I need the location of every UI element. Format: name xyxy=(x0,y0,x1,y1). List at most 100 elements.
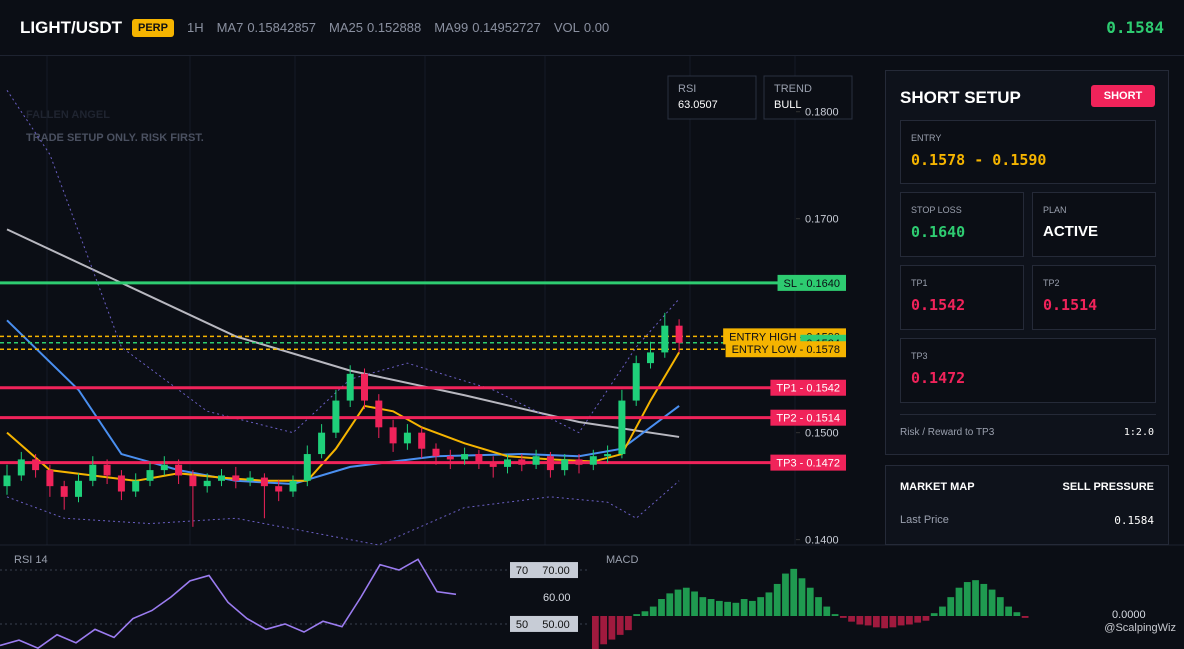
candle-body xyxy=(103,464,111,476)
top-bar: LIGHT/USDT PERP 1H MA7 0.15842857 MA25 0.15… xyxy=(0,0,1184,56)
indicator-value: 0.00 xyxy=(583,20,610,35)
indicator-label: VOL xyxy=(553,20,580,35)
candle-body xyxy=(289,480,297,492)
badge: PERP xyxy=(132,18,174,37)
indicator-value: 0.15842857 xyxy=(247,20,317,35)
macd-bar xyxy=(1013,612,1021,616)
macd-bar xyxy=(955,587,963,616)
last-price: 0.1584 xyxy=(1106,18,1164,37)
value: ACTIVE xyxy=(1043,223,1099,240)
macd-bar xyxy=(906,616,913,625)
sl-box: STOP LOSS 0.1640 xyxy=(900,192,1024,257)
macd-bar xyxy=(757,597,765,616)
macd-bar xyxy=(839,616,847,618)
macd-bar xyxy=(815,597,822,616)
tp1-box: TP1 0.1542 xyxy=(900,265,1024,330)
macd-bar xyxy=(682,587,690,616)
candle-body xyxy=(461,454,469,460)
macd-bar xyxy=(881,616,889,629)
rsi-level-label: 70 xyxy=(516,565,528,577)
candle-body xyxy=(561,459,569,471)
label: PLAN xyxy=(1043,205,1067,215)
candle-body xyxy=(303,454,311,481)
macd-bar xyxy=(889,616,897,628)
macd-bar xyxy=(963,582,971,616)
macd-bar xyxy=(724,601,731,616)
level-label: TP2 - 0.1514 xyxy=(776,413,840,425)
macd-bar xyxy=(922,616,930,621)
indicator-label: MA7 xyxy=(216,20,244,35)
rsi-axis-label: 50.00 xyxy=(542,619,570,631)
candle-body xyxy=(632,363,640,401)
macd-bar xyxy=(897,616,905,626)
indicator-line xyxy=(6,228,680,438)
stat-value: BULL xyxy=(774,99,802,111)
macd-bar xyxy=(641,611,649,616)
candle-body xyxy=(246,477,254,481)
interval[interactable]: 1H xyxy=(186,20,204,35)
candle-body xyxy=(346,373,354,401)
macd-bar xyxy=(856,616,864,625)
market-map: MARKET MAP SELL PRESSURE Last Price 0.15… xyxy=(885,465,1169,545)
candle-body xyxy=(75,480,82,497)
candle-body xyxy=(532,456,540,465)
rsi-tag xyxy=(510,562,578,579)
pair: LIGHT/USDT xyxy=(20,17,122,37)
candle-body xyxy=(475,454,483,463)
stat-box xyxy=(763,75,853,120)
candle-body xyxy=(175,464,183,476)
candle-body xyxy=(332,400,340,433)
candle-body xyxy=(432,448,440,457)
level-tag xyxy=(770,379,846,396)
level-tag xyxy=(770,409,846,426)
candle-body xyxy=(589,456,597,465)
macd-zero-label: 0.0000 xyxy=(1112,609,1146,621)
macd-bar xyxy=(773,583,781,616)
level-tag xyxy=(770,454,846,471)
macd-bar xyxy=(823,606,831,616)
macd-bar xyxy=(600,616,608,645)
value: 0.1472 xyxy=(911,369,966,387)
macd-bar xyxy=(715,600,723,616)
rr-value: 1:2.0 xyxy=(1123,427,1154,438)
label: STOP LOSS xyxy=(911,205,962,215)
macd-bar xyxy=(699,597,707,616)
watermark-subtitle: TRADE SETUP ONLY. RISK FIRST. xyxy=(26,132,204,144)
tp3-box: TP3 0.1472 xyxy=(900,338,1156,403)
indicator-label: MA25 xyxy=(329,20,363,35)
macd-bar xyxy=(608,616,616,640)
macd-bar xyxy=(649,606,657,616)
short-badge: SHORT xyxy=(1091,85,1155,107)
macd-bar xyxy=(798,578,806,616)
mm-label: Last Price xyxy=(900,514,949,526)
stat-box xyxy=(667,75,757,120)
indicator-line xyxy=(6,480,680,546)
macd-bar xyxy=(872,616,880,628)
candle-body xyxy=(675,325,683,343)
candle-body xyxy=(403,432,411,444)
macd-bar xyxy=(707,599,715,616)
macd-bar xyxy=(749,600,756,616)
macd-bar xyxy=(947,597,955,616)
macd-bar xyxy=(740,599,748,616)
level-tag xyxy=(725,341,846,358)
candle-body xyxy=(218,475,225,481)
rsi-tag xyxy=(510,615,578,632)
rsi-level-label: 50 xyxy=(516,619,528,631)
candle-body xyxy=(46,470,54,487)
indicator-label: MA99 xyxy=(434,20,469,35)
candle-body xyxy=(232,475,240,481)
candle-body xyxy=(446,456,454,460)
macd-bar xyxy=(790,568,798,616)
macd-bar xyxy=(848,616,855,622)
macd-bar xyxy=(831,614,839,616)
macd-bar xyxy=(1021,616,1029,618)
candle-body xyxy=(361,373,368,401)
value: 0.1514 xyxy=(1043,296,1098,314)
macd-bar xyxy=(625,616,632,631)
macd-bar xyxy=(592,616,599,649)
setup-card: SHORT SETUP SHORT ENTRY 0.1578 - 0.1590 S… xyxy=(885,70,1169,455)
indicator-value: 0.152888 xyxy=(366,20,422,35)
candle-body xyxy=(132,480,140,492)
